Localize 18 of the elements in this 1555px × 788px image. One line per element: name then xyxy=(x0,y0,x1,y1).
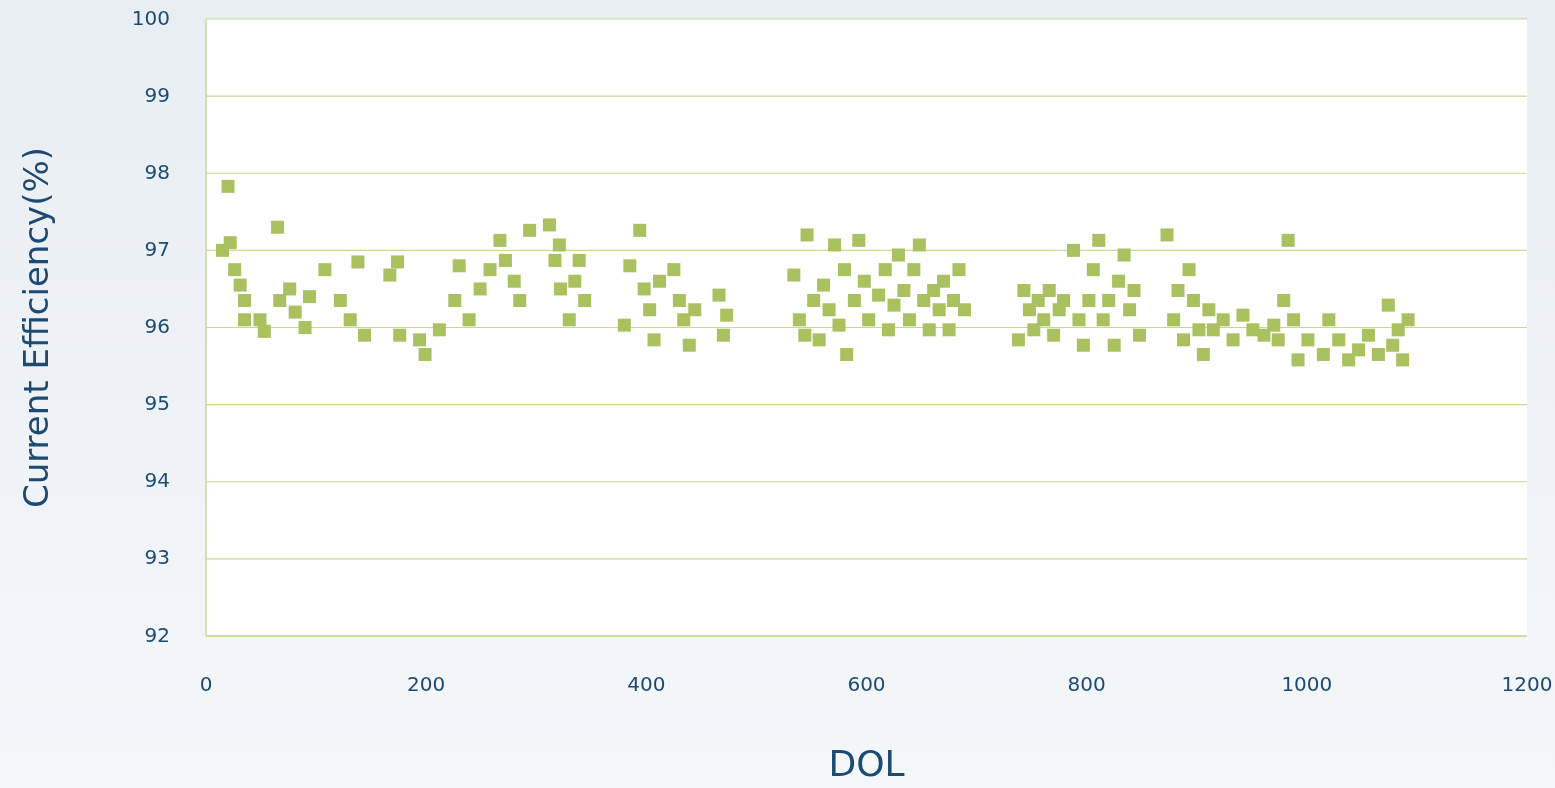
y-tick-label: 92 xyxy=(144,622,170,647)
x-tick-label: 0 xyxy=(199,672,213,696)
x-tick-label: 400 xyxy=(627,672,666,696)
x-axis-title: DOL xyxy=(828,743,905,784)
y-tick-label: 96 xyxy=(144,314,170,338)
y-tick-label: 100 xyxy=(131,5,170,30)
y-tick-label: 93 xyxy=(144,545,170,570)
x-tick-label: 600 xyxy=(847,672,886,696)
y-tick-label: 95 xyxy=(144,391,170,416)
x-tick-label: 200 xyxy=(407,672,446,696)
x-tick-label: 1000 xyxy=(1281,672,1333,696)
y-axis-title: Current Efficiency(%) xyxy=(16,146,56,509)
x-tick-label: 1200 xyxy=(1501,672,1553,696)
x-tick-label: 800 xyxy=(1067,672,1106,696)
y-tick-label: 99 xyxy=(144,82,170,107)
y-tick-label: 97 xyxy=(144,236,170,261)
y-tick-label: 98 xyxy=(144,159,170,184)
y-tick-label: 94 xyxy=(144,468,170,493)
